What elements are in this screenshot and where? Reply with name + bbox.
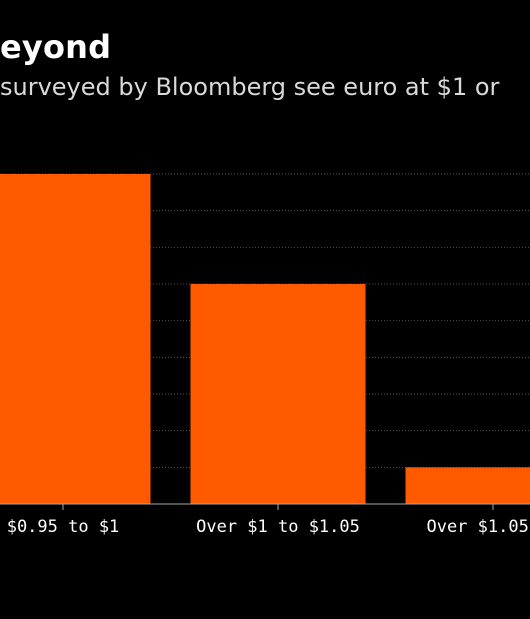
bar bbox=[0, 174, 151, 504]
chart-subtitle: surveyed by Bloomberg see euro at $1 or bbox=[0, 73, 500, 101]
x-tick-labels: $0.95 to $1 Over $1 to $1.05 Over $1.05 to bbox=[7, 517, 530, 537]
x-tick-label: Over $1 to $1.05 bbox=[196, 517, 360, 537]
bar bbox=[190, 284, 366, 504]
x-axis bbox=[0, 503, 530, 510]
x-tick-label: Over $1.05 to bbox=[426, 517, 530, 537]
bar bbox=[405, 467, 530, 504]
chart-title: eyond bbox=[0, 28, 112, 66]
x-tick-label: $0.95 to $1 bbox=[7, 517, 120, 537]
bar-group bbox=[0, 174, 530, 504]
